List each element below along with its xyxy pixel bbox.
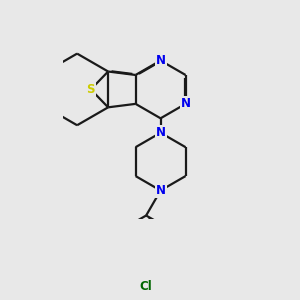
Text: S: S (86, 83, 95, 96)
Text: N: N (156, 126, 166, 139)
Text: N: N (181, 98, 190, 110)
Text: Cl: Cl (140, 280, 152, 293)
Text: N: N (156, 184, 166, 197)
Text: N: N (156, 54, 166, 67)
